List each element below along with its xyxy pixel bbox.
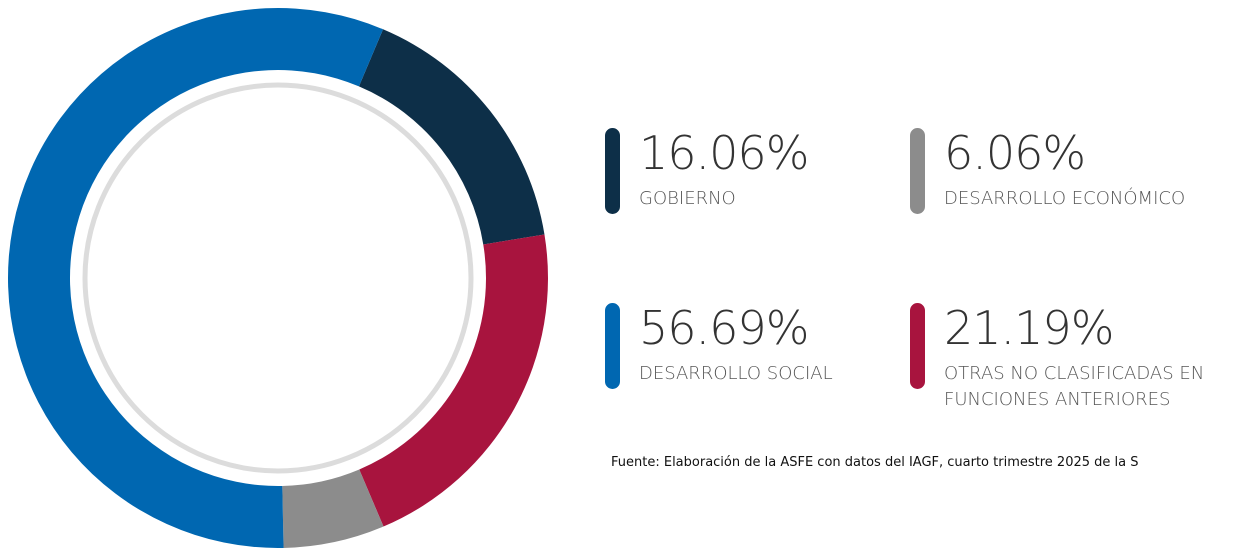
legend-swatch (605, 303, 620, 389)
legend-swatch (910, 128, 925, 214)
value-label: 21.19% (944, 301, 1114, 355)
legend-swatch (605, 128, 620, 214)
legend-label: DESARROLLO SOCIAL (639, 363, 833, 384)
legend-swatch (910, 303, 925, 389)
donut-slice (282, 469, 384, 548)
legend-label: OTRAS NO CLASIFICADAS EN FUNCIONES ANTER… (944, 363, 1205, 410)
value-label: 6.06% (944, 126, 1086, 180)
donut-slice (359, 234, 548, 527)
donut-slice (8, 8, 384, 548)
legend-label: GOBIERNO (639, 188, 736, 209)
source-note: Fuente: Elaboración de la ASFE con datos… (611, 455, 1139, 470)
value-label: 16.06% (639, 126, 809, 180)
donut-chart (8, 8, 548, 548)
inner-ring (82, 82, 474, 474)
value-label: 56.69% (639, 301, 809, 355)
donut-slice (358, 29, 545, 245)
legend-label: DESARROLLO ECONÓMICO (944, 188, 1186, 209)
